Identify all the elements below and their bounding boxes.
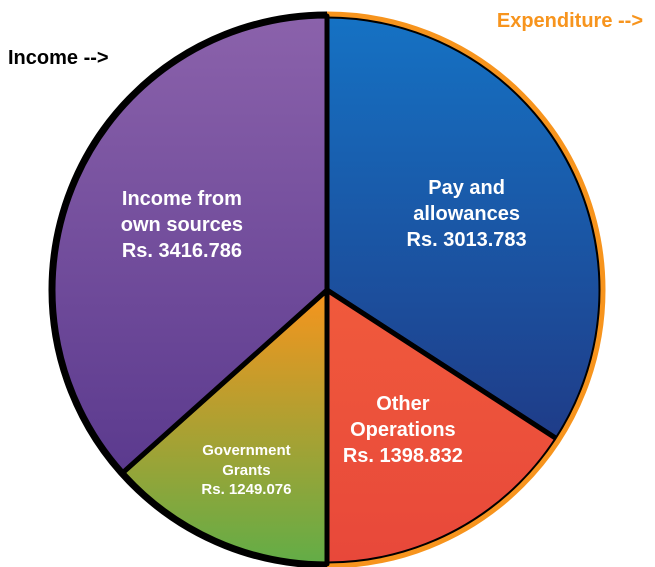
slice-label: Other Operations Rs. 1398.832 (315, 391, 490, 469)
slice-label: Government Grants Rs. 1249.076 (181, 441, 311, 500)
slice-value: Rs. 1249.076 (201, 480, 292, 498)
slice-category: Government Grants (202, 441, 291, 479)
slice-label: Pay and allowances Rs. 3013.783 (379, 175, 554, 253)
group-outline (48, 11, 328, 567)
slice-category: Other Operations (350, 392, 456, 441)
slice-value: Rs. 3013.783 (406, 229, 527, 252)
group-label: Income --> (8, 47, 109, 69)
slice-category: Income from own sources (120, 188, 244, 237)
slice-value: Rs. 3416.786 (121, 240, 242, 263)
group-outline (326, 11, 606, 567)
slice-category: Pay and allowances (413, 177, 520, 226)
group-label: Expenditure --> (496, 10, 643, 32)
slice-value: Rs. 1398.832 (342, 444, 463, 467)
slice-label: Income from own sources Rs. 3416.786 (94, 186, 269, 264)
